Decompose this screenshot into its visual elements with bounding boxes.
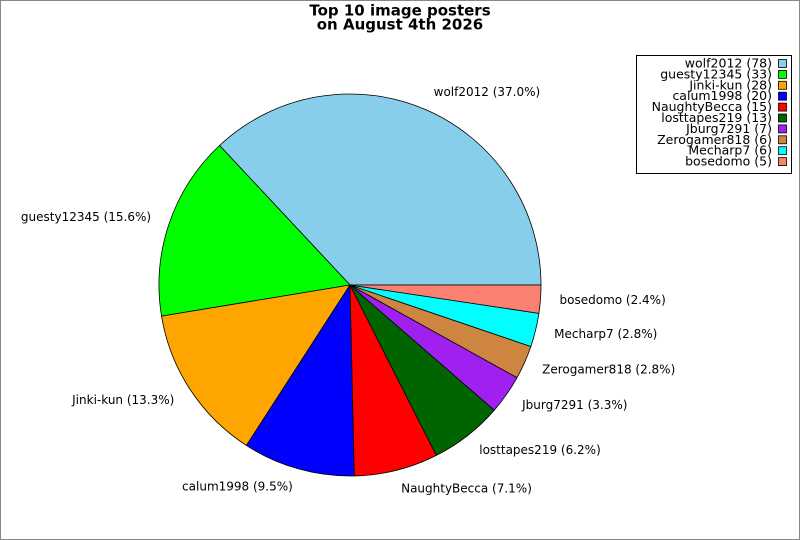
legend-label: Jinki-kun (28) <box>688 77 772 92</box>
legend-label: NaughtyBecca (15) <box>652 99 772 114</box>
pie-slice <box>349 284 542 314</box>
chart-title: Top 10 image posters <box>309 2 490 20</box>
slice-label: Jburg7291 (3.3%) <box>521 398 627 412</box>
legend-label: guesty12345 (33) <box>660 66 772 81</box>
slice-label: bosedomo (2.4%) <box>560 293 666 307</box>
legend-swatch <box>778 70 787 79</box>
slice-label: Mecharp7 (2.8%) <box>554 327 657 341</box>
legend-swatch <box>778 124 787 134</box>
legend-label: Zerogamer818 (6) <box>657 132 772 147</box>
legend-swatch <box>778 102 787 112</box>
legend-label: losttapes219 (13) <box>661 110 772 125</box>
legend-box <box>636 55 792 174</box>
legend-label: bosedomo (5) <box>685 154 772 169</box>
slice-label: Zerogamer818 (2.8%) <box>542 363 675 377</box>
pie-slice <box>161 284 351 447</box>
slice-label: wolf2012 (37.0%) <box>434 85 541 99</box>
slice-label: calum1998 (9.5%) <box>182 480 293 494</box>
legend-swatch <box>778 113 787 123</box>
pie-slice <box>218 93 542 286</box>
legend-label: wolf2012 (78) <box>685 56 772 71</box>
slice-label: Jinki-kun (13.3%) <box>71 393 174 407</box>
legend-swatch <box>778 80 787 90</box>
legend-label: Jburg7291 (7) <box>685 121 772 136</box>
legend-swatch <box>778 135 787 145</box>
slice-label: NaughtyBecca (7.1%) <box>401 481 532 495</box>
pie-slice <box>158 144 351 317</box>
slice-label: guesty12345 (15.6%) <box>21 210 151 224</box>
legend-label: calum1998 (20) <box>672 88 772 103</box>
legend-label: Mecharp7 (6) <box>688 143 772 158</box>
legend-swatch <box>778 91 787 101</box>
chart-title: on August 4th 2026 <box>317 16 484 34</box>
legend-swatch <box>778 59 787 68</box>
pie-slice <box>245 283 355 477</box>
legend-swatch <box>778 146 787 156</box>
slice-label: losttapes219 (6.2%) <box>479 443 601 457</box>
legend-swatch <box>778 157 787 167</box>
